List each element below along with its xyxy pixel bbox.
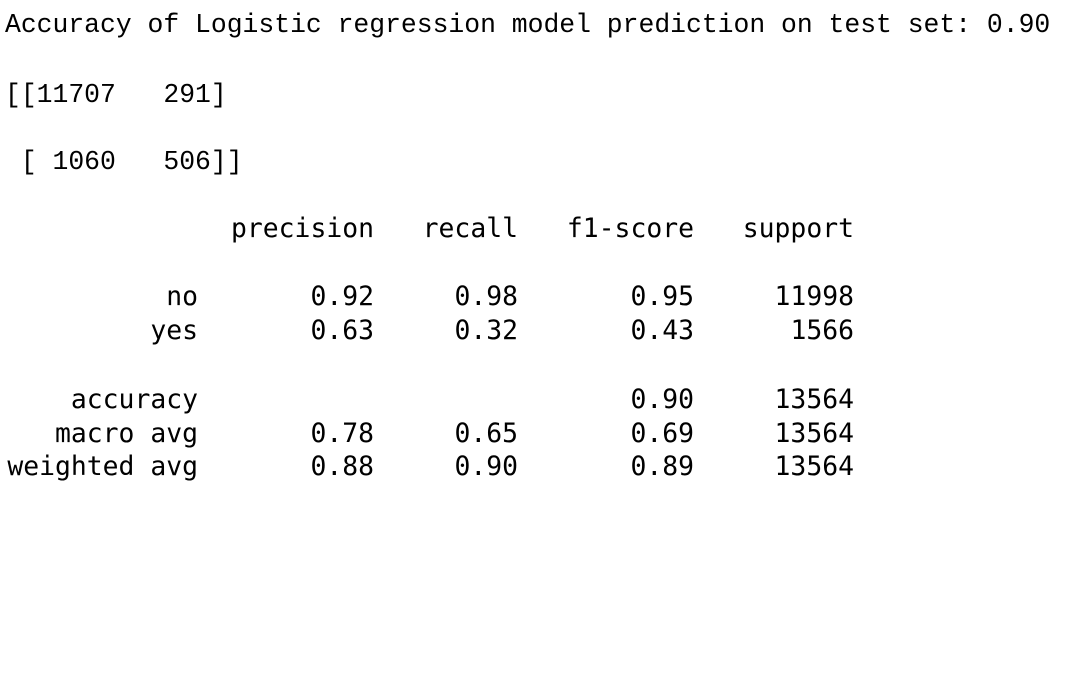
header-support: support	[742, 213, 854, 244]
support-value: 13564	[774, 418, 854, 449]
support-value: 13564	[774, 384, 854, 415]
row-label: accuracy	[70, 384, 198, 415]
row-label: weighted avg	[7, 451, 198, 482]
confusion-matrix-row-1: [[11707 291]	[5, 80, 227, 110]
header-precision: precision	[231, 213, 374, 244]
recall-value: 0.90	[454, 451, 518, 482]
support-value: 11998	[774, 281, 854, 312]
f1-value: 0.69	[630, 418, 694, 449]
table-row: no 0.92 0.98 0.95 11998	[0, 280, 1085, 314]
f1-value: 0.43	[630, 315, 694, 346]
report-header-row: precision recall f1-score support	[0, 212, 1085, 246]
support-value: 13564	[774, 451, 854, 482]
table-row: accuracy 0.90 13564	[0, 383, 1085, 417]
row-label: macro avg	[55, 418, 198, 449]
recall-value: 0.98	[454, 281, 518, 312]
precision-value: 0.92	[310, 281, 374, 312]
recall-value: 0.65	[454, 418, 518, 449]
precision-value: 0.88	[310, 451, 374, 482]
precision-value: 0.78	[310, 418, 374, 449]
row-label: no	[166, 281, 198, 312]
f1-value: 0.89	[630, 451, 694, 482]
f1-value: 0.95	[630, 281, 694, 312]
header-recall: recall	[422, 213, 518, 244]
precision-value: 0.63	[310, 315, 374, 346]
table-row: weighted avg 0.88 0.90 0.89 13564	[0, 450, 1085, 484]
accuracy-line: Accuracy of Logistic regression model pr…	[5, 10, 1051, 40]
support-value: 1566	[790, 315, 854, 346]
table-row: yes 0.63 0.32 0.43 1566	[0, 314, 1085, 348]
f1-value: 0.90	[630, 384, 694, 415]
row-label: yes	[150, 315, 198, 346]
table-row: macro avg 0.78 0.65 0.69 13564	[0, 417, 1085, 451]
confusion-matrix-row-2: [ 1060 506]]	[5, 147, 243, 177]
header-f1-score: f1-score	[566, 213, 694, 244]
recall-value: 0.32	[454, 315, 518, 346]
